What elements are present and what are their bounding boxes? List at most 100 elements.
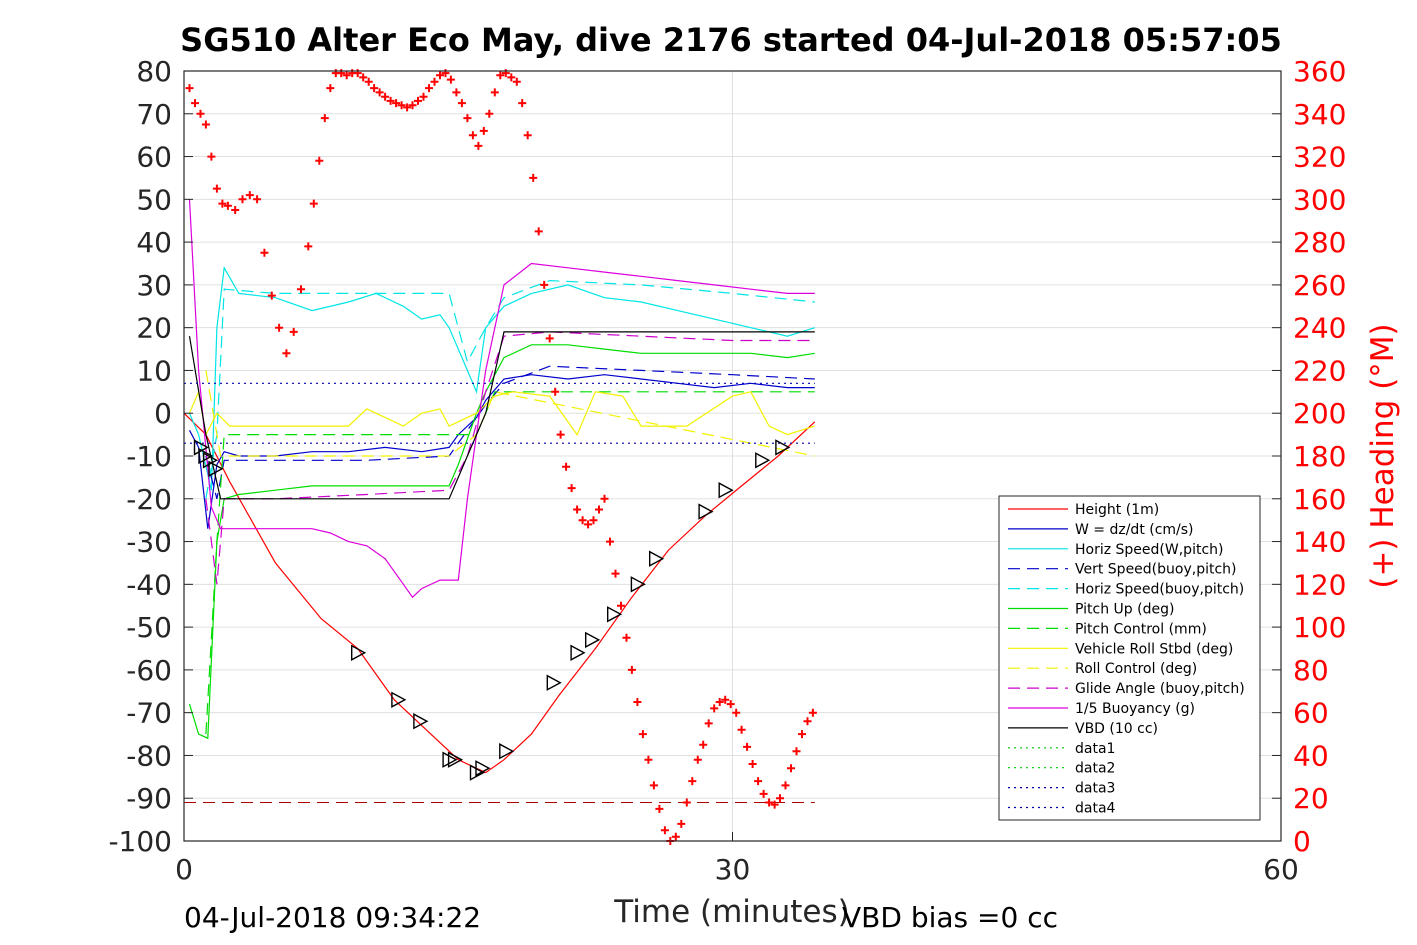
y-tick-label: 30 [136,269,172,302]
heading-point [710,704,719,713]
heading-point [660,826,669,835]
legend-entry-hspeed: Horiz Speed(buoy,pitch) [1075,582,1244,598]
heading-point [551,387,560,396]
triangle-marker [198,447,214,465]
heading-point [638,730,647,739]
heading-point [253,195,262,204]
series-line-hspeed [205,279,815,499]
heading-point [267,291,276,300]
y2-tick-label: 40 [1293,739,1329,772]
triangle-marker [649,550,665,567]
legend-entry-data3: data3 [1075,781,1115,797]
triangle-marker [607,606,623,623]
heading-point [726,700,735,709]
legend-entry-pitchctl: Pitch Control (mm) [1075,621,1207,637]
y2-tick-label: 100 [1293,611,1346,644]
y2-tick-label: 140 [1293,526,1346,559]
heading-point [238,195,247,204]
legend-entry-height: Height (1m) [1075,502,1159,518]
triangle-markers [193,439,791,781]
y2-tick-label: 260 [1293,269,1346,302]
heading-point [584,520,593,529]
heading-point [562,462,571,471]
x-axis-label: Time (minutes) [613,894,849,930]
series-line-horiz [188,265,815,491]
heading-point [682,798,691,807]
triangle-marker [585,631,601,649]
y2-tick-label: 340 [1293,98,1346,131]
legend-entry-w: W = dz/dt (cm/s) [1075,522,1194,538]
triangle-marker [755,452,771,469]
heading-point [655,804,664,813]
heading-point [611,569,620,578]
triangle-marker [208,460,224,477]
heading-point [573,505,582,514]
heading-point [463,114,472,123]
legend-entry-glide: Glide Angle (buoy,pitch) [1075,681,1245,697]
y-tick-label: -100 [108,825,172,858]
heading-point [381,92,390,101]
series-line-pitchctl [205,391,815,735]
x-tick-label: 60 [1263,853,1299,886]
heading-point [556,430,565,439]
heading-point [523,131,532,140]
triangle-marker [413,713,429,730]
heading-markers [185,69,817,845]
legend-entry-roll: Vehicle Roll Stbd (deg) [1075,641,1233,657]
heading-point [436,71,444,80]
heading-point [803,717,812,726]
series-line-roll [188,389,815,437]
triangle-marker [469,764,485,781]
heading-point [512,77,521,86]
triangle-marker [351,644,367,661]
y-tick-label: -60 [126,654,172,687]
legend: Height (1m) W = dz/dt (cm/s) Horiz Speed(W… [998,495,1261,821]
y-tick-label: -10 [126,440,172,473]
heading-point [207,152,216,161]
heading-point [567,484,576,493]
y2-tick-label: 220 [1293,354,1346,387]
y-tick-label: 10 [136,354,172,387]
heading-point [507,73,516,82]
y-tick-label: 70 [136,98,172,131]
heading-point [754,777,763,786]
y-tick-label: 80 [136,55,172,88]
y2-tick-label: 0 [1293,825,1311,858]
heading-point [282,349,291,358]
heading-point [770,800,779,809]
heading-point [289,327,298,336]
footer-timestamp: 04-Jul-2018 09:34:22 [184,901,481,934]
heading-point [545,334,554,343]
triangle-marker [499,743,515,760]
y-tick-label: -90 [126,782,172,815]
heading-point [326,84,335,93]
heading-point [457,99,466,108]
heading-point [808,708,817,717]
legend-entry-vbd: VBD (10 cc) [1075,721,1158,737]
heading-point [677,819,686,828]
heading-point [309,199,318,208]
legend-entry-vspeed: Vert Speed(buoy,pitch) [1075,562,1237,578]
triangle-marker [775,439,791,456]
heading-point [419,92,428,101]
heading-point [617,601,625,610]
heading-point [212,184,221,193]
heading-point [693,755,702,764]
heading-point [595,505,603,514]
triangle-marker [442,751,458,768]
heading-point [496,71,505,80]
y-tick-label: 40 [136,226,172,259]
y2-tick-label: 200 [1293,397,1346,430]
heading-point [392,99,401,108]
legend-entry-data1: data1 [1075,741,1115,757]
heading-point [765,798,774,807]
heading-point [430,77,439,86]
heading-point [737,725,746,734]
heading-point [485,109,494,118]
y2-tick-label: 60 [1293,697,1329,730]
heading-point [649,781,658,790]
footer-vbd-bias: VBD bias =0 cc [842,901,1058,934]
heading-point [196,109,205,118]
y2-tick-label: 240 [1293,312,1346,345]
heading-point [759,789,768,798]
